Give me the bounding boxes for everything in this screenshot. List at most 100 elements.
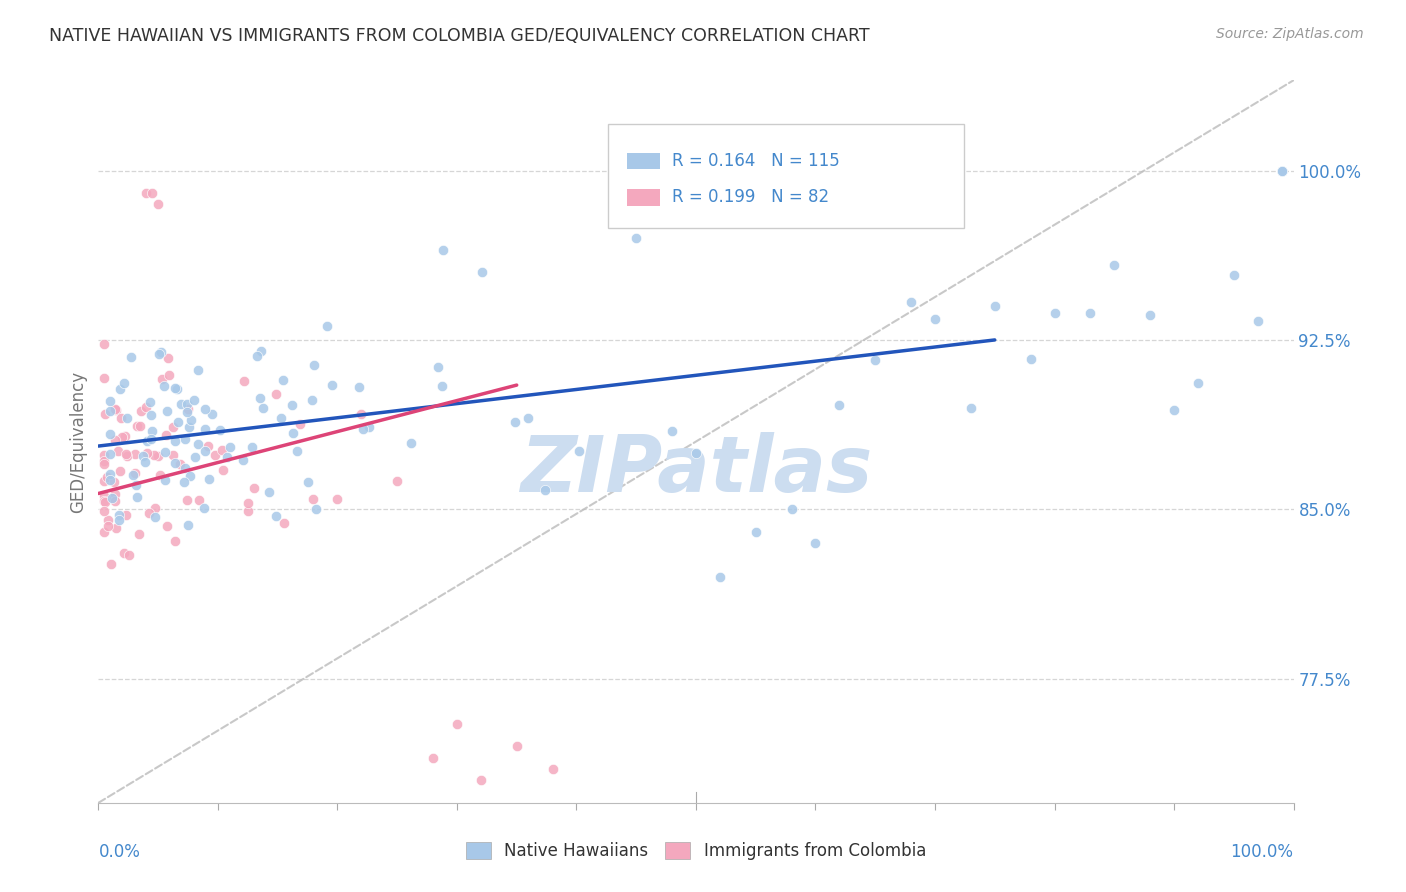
Point	[1271, 163, 1294, 178]
Point	[1187, 376, 1209, 391]
Point	[1223, 268, 1246, 282]
Point	[432, 378, 454, 392]
Point	[252, 401, 274, 415]
Point	[197, 439, 219, 453]
Point	[900, 294, 922, 309]
Point	[104, 433, 127, 447]
Point	[1271, 163, 1294, 178]
Point	[1271, 163, 1294, 178]
Point	[401, 436, 423, 450]
Point	[98, 404, 122, 418]
Point	[1080, 306, 1102, 320]
Point	[98, 394, 122, 409]
Text: R = 0.199   N = 82: R = 0.199 N = 82	[672, 188, 830, 206]
Point	[259, 485, 281, 500]
Point	[170, 397, 193, 411]
Text: 0.0%: 0.0%	[98, 844, 141, 862]
Point	[301, 393, 323, 408]
Point	[287, 443, 309, 458]
Point	[177, 420, 200, 434]
Point	[1163, 403, 1185, 417]
Point	[98, 467, 122, 481]
Point	[93, 494, 115, 508]
Point	[209, 424, 232, 438]
Point	[1247, 314, 1270, 328]
Point	[1019, 351, 1042, 366]
Text: R = 0.164   N = 115: R = 0.164 N = 115	[672, 153, 839, 170]
Point	[93, 370, 115, 384]
Point	[108, 464, 131, 478]
Point	[93, 457, 115, 471]
Point	[134, 455, 156, 469]
Point	[156, 351, 179, 366]
Point	[194, 402, 217, 417]
Point	[173, 475, 195, 489]
Point	[124, 447, 146, 461]
Point	[173, 432, 195, 446]
Point	[960, 401, 983, 415]
Point	[104, 401, 127, 416]
Point	[446, 716, 468, 731]
Point	[250, 343, 273, 358]
Point	[149, 344, 172, 359]
Point	[98, 473, 122, 487]
Point	[271, 373, 294, 387]
Point	[125, 490, 148, 504]
Point	[121, 468, 143, 483]
Text: Source: ZipAtlas.com: Source: ZipAtlas.com	[1216, 27, 1364, 41]
Point	[155, 445, 177, 459]
Point	[169, 457, 191, 471]
Point	[93, 337, 115, 351]
Point	[93, 475, 115, 489]
Point	[152, 379, 174, 393]
Point	[266, 387, 288, 401]
Point	[143, 501, 166, 516]
Point	[745, 524, 768, 539]
Point	[315, 319, 337, 334]
Point	[176, 405, 198, 419]
Point	[104, 521, 127, 535]
Point	[98, 447, 122, 461]
Point	[141, 424, 163, 438]
Point	[541, 762, 564, 776]
Point	[427, 359, 450, 374]
Point	[304, 501, 326, 516]
Point	[107, 513, 129, 527]
Point	[104, 487, 127, 501]
Point	[155, 519, 177, 533]
Point	[626, 231, 648, 245]
Point	[98, 427, 122, 442]
Point	[471, 265, 494, 279]
Point	[828, 398, 851, 412]
Point	[352, 421, 374, 435]
Point	[211, 463, 233, 477]
Point	[107, 444, 129, 458]
Point	[100, 557, 122, 571]
Point	[110, 410, 132, 425]
Point	[136, 446, 159, 460]
Point	[93, 504, 115, 518]
Point	[273, 516, 295, 530]
Point	[165, 456, 187, 470]
Point	[198, 472, 221, 486]
Point	[1139, 308, 1161, 322]
Point	[297, 475, 319, 490]
Point	[129, 404, 152, 418]
Point	[204, 448, 226, 462]
Point	[187, 437, 209, 451]
Point	[270, 410, 292, 425]
Point	[176, 492, 198, 507]
Point	[568, 443, 591, 458]
Point	[1271, 163, 1294, 178]
Point	[101, 491, 124, 505]
Point	[124, 466, 146, 480]
Point	[141, 408, 163, 422]
Point	[93, 495, 115, 509]
Point	[163, 434, 186, 448]
Point	[93, 489, 115, 503]
Bar	[627, 153, 661, 169]
Point	[115, 508, 138, 522]
Point	[219, 441, 242, 455]
Point	[281, 398, 304, 412]
Point	[179, 469, 201, 483]
